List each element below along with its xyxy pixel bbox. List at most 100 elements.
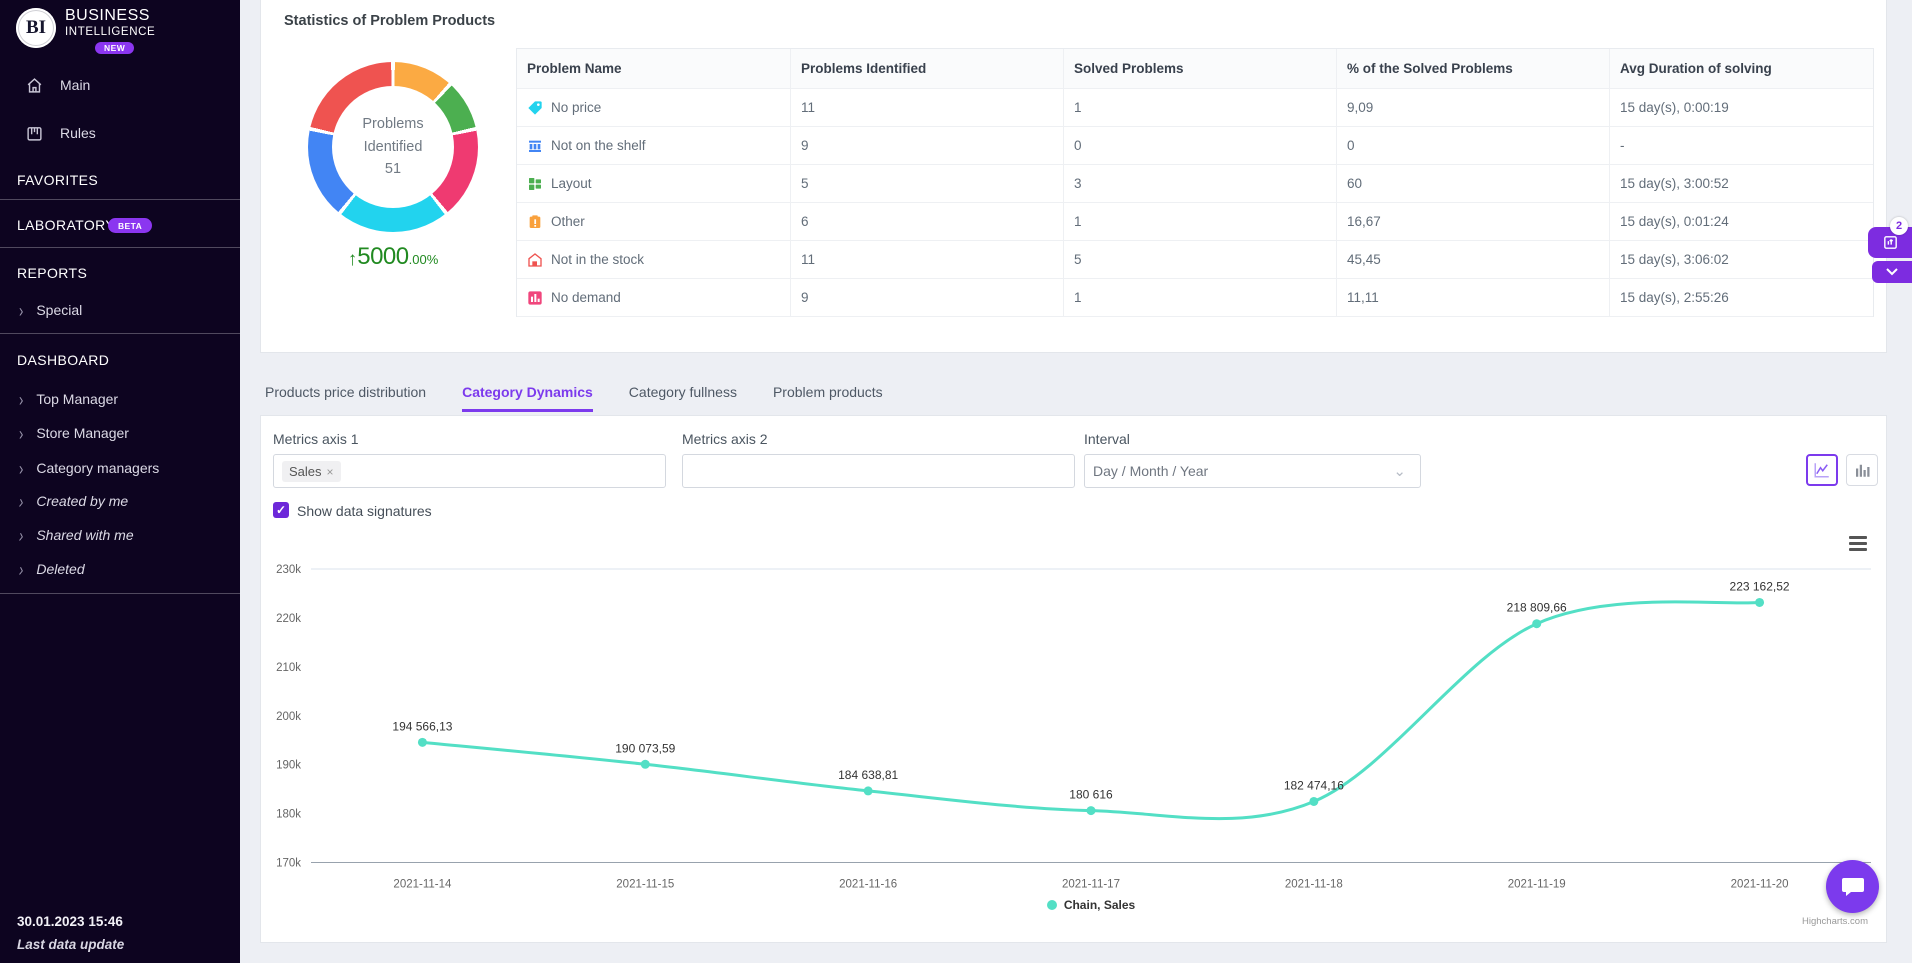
show-data-signatures-checkbox[interactable]: ✓ [273,502,289,518]
bi-logo: BI [16,8,56,48]
metrics-axis1-label: Metrics axis 1 [273,431,359,447]
divider [0,333,240,334]
solved-cell: 1 [1064,279,1337,317]
tab-category-dynamics[interactable]: Category Dynamics [462,384,593,412]
metrics-axis2-input[interactable] [682,454,1075,488]
solved-cell: 0 [1064,127,1337,165]
identified-cell: 11 [791,241,1064,279]
sidebar-item-favorites[interactable]: FAVORITES [17,172,98,188]
svg-text:2021-11-17: 2021-11-17 [1062,879,1120,891]
sidebar-item-created-by-me[interactable]: › Created by me [0,493,240,509]
svg-text:230k: 230k [276,564,301,576]
identified-cell: 11 [791,89,1064,127]
chevron-right-icon: › [19,458,23,479]
donut-center-label: Problems Identified 51 [332,86,454,208]
sidebar-item-store-manager[interactable]: › Store Manager [0,425,240,441]
highcharts-credit[interactable]: Highcharts.com [1802,916,1868,927]
identified-cell: 9 [791,127,1064,165]
percent-cell: 60 [1337,165,1610,203]
show-data-signatures-label: Show data signatures [297,503,432,519]
metrics-axis2-label: Metrics axis 2 [682,431,768,447]
metrics-axis1-input[interactable]: Sales× [273,454,666,488]
stats-card-title: Statistics of Problem Products [284,13,495,29]
sidebar-item-label: Rules [60,125,96,141]
bar-chart-icon [1853,461,1871,479]
problem-name-cell: Not in the stock [517,241,791,279]
interval-select[interactable]: Day / Month / Year ⌄ [1084,454,1421,488]
sidebar-item-label: Main [60,77,90,93]
problem-name-cell: Layout [517,165,791,203]
collapse-panel-button[interactable] [1872,261,1912,283]
legend-label: Chain, Sales [1064,898,1135,912]
sidebar-item-special[interactable]: › Special [0,302,240,318]
svg-text:2021-11-20: 2021-11-20 [1731,879,1789,891]
sidebar-item-laboratory[interactable]: LABORATORY [17,217,115,233]
chart-context-menu-button[interactable] [1849,536,1867,554]
sidebar-item-top-manager[interactable]: › Top Manager [0,391,240,407]
svg-text:190k: 190k [276,760,301,772]
col-header: Solved Problems [1064,49,1337,89]
sidebar-item-deleted[interactable]: › Deleted [0,561,240,577]
chevron-right-icon: › [19,559,23,580]
identified-cell: 6 [791,203,1064,241]
sidebar-item-main[interactable]: Main [0,70,240,100]
new-badge: NEW [95,42,134,55]
brand-line2: INTELLIGENCE [65,27,155,39]
svg-text:180 616: 180 616 [1069,788,1113,802]
change-indicator: ↑5000.00% [293,243,493,271]
svg-text:194 566,13: 194 566,13 [392,719,452,733]
legend-item-chain-sales[interactable]: Chain, Sales [311,898,1871,912]
chevron-right-icon: › [19,423,23,444]
col-header: Problem Name [517,49,791,89]
tab-problem-products[interactable]: Problem products [773,384,883,412]
percent-cell: 45,45 [1337,241,1610,279]
svg-text:2021-11-18: 2021-11-18 [1285,879,1343,891]
clipboard-icon [527,214,551,230]
solved-cell: 1 [1064,203,1337,241]
line-chart-type-button[interactable] [1806,454,1838,486]
svg-text:2021-11-16: 2021-11-16 [839,879,897,891]
shelf-icon [527,138,551,154]
tab-products-price-distribution[interactable]: Products price distribution [265,384,426,412]
problem-name-cell: No demand [517,279,791,317]
sales-line-chart: 230k220k210k200k190k180k170k2021-11-1420… [261,416,1886,944]
col-header: Avg Duration of solving [1610,49,1873,89]
chevron-down-icon: ⌄ [1393,462,1406,480]
svg-text:210k: 210k [276,662,301,674]
table-row: No price1119,0915 day(s), 0:00:19 [517,89,1873,127]
layout-icon [527,176,551,192]
problems-donut-chart: Problems Identified 51 [308,62,478,232]
last-update-caption: Last data update [17,934,124,957]
tab-category-fullness[interactable]: Category fullness [629,384,737,412]
percent-cell: 11,11 [1337,279,1610,317]
sidebar-item-shared-with-me[interactable]: › Shared with me [0,527,240,543]
stats-card: Statistics of Problem Products Problems … [260,0,1887,353]
svg-text:220k: 220k [276,613,301,625]
sidebar-item-rules[interactable]: Rules [0,118,240,148]
last-update: 30.01.2023 15:46 Last data update [17,911,124,957]
col-header: Problems Identified [791,49,1064,89]
chat-bubble-icon [1840,875,1866,899]
svg-text:170k: 170k [276,858,301,870]
chat-widget-button[interactable] [1826,860,1879,913]
percent-cell: 0 [1337,127,1610,165]
reports-section-title: REPORTS [17,265,87,281]
check-icon: ✓ [276,503,286,517]
sidebar-item-category-managers[interactable]: › Category managers [0,460,240,476]
chevron-right-icon: › [19,389,23,410]
duration-cell: 15 day(s), 0:00:19 [1610,89,1873,127]
duration-cell: 15 day(s), 3:00:52 [1610,165,1873,203]
svg-text:182 474,16: 182 474,16 [1284,778,1344,792]
sidebar: BI BUSINESS INTELLIGENCE NEW Main Rules … [0,0,240,963]
bar-chart-icon [527,290,551,306]
chevron-right-icon: › [19,491,23,512]
duration-cell: 15 day(s), 0:01:24 [1610,203,1873,241]
price-tag-icon [527,100,551,116]
bar-chart-type-button[interactable] [1846,454,1878,486]
solved-cell: 3 [1064,165,1337,203]
svg-text:2021-11-15: 2021-11-15 [616,879,674,891]
sales-chip: Sales× [282,461,341,482]
chart-tabs: Products price distribution Category Dyn… [265,384,883,412]
notification-badge: 2 [1890,217,1908,235]
chip-remove-icon[interactable]: × [327,465,334,479]
